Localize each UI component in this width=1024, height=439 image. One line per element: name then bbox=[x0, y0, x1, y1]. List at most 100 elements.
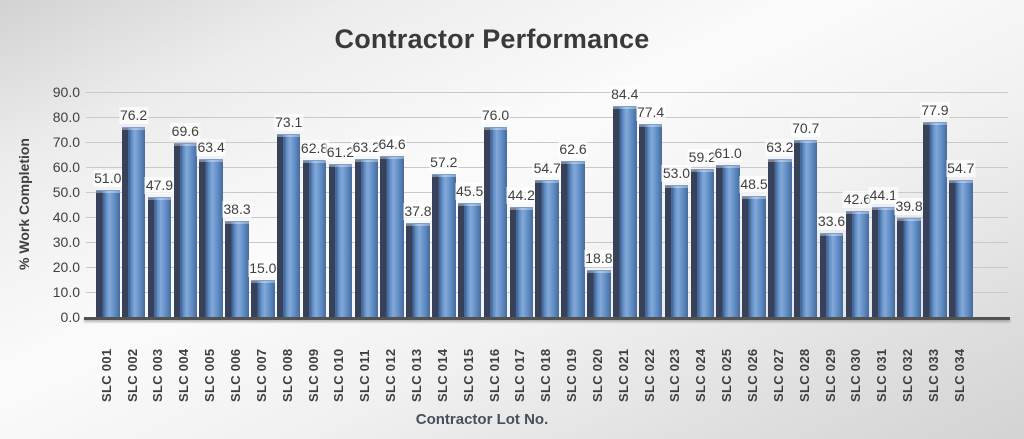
bar bbox=[121, 126, 146, 318]
bar bbox=[819, 233, 844, 318]
bar bbox=[173, 143, 198, 318]
bar bbox=[613, 106, 637, 318]
y-tick-label: 30.0 bbox=[52, 234, 80, 250]
y-tick-label: 70.0 bbox=[52, 134, 80, 150]
bar bbox=[535, 180, 559, 318]
x-tick-label: SLC 012 bbox=[383, 348, 399, 402]
x-tick-label: SLC 032 bbox=[900, 348, 916, 402]
bar bbox=[328, 164, 353, 318]
bar bbox=[147, 197, 172, 318]
bar-value-label: 64.6 bbox=[377, 135, 407, 153]
x-tick-label: SLC 028 bbox=[796, 348, 812, 402]
bar-value-label: 48.5 bbox=[739, 175, 769, 193]
y-tick-label: 40.0 bbox=[52, 209, 80, 225]
bar bbox=[716, 164, 740, 318]
bar-value-label: 59.2 bbox=[687, 149, 717, 166]
x-tick-label: SLC 008 bbox=[279, 348, 295, 402]
chart-title: Contractor Performance bbox=[334, 24, 650, 54]
bar-value-label: 77.4 bbox=[635, 103, 666, 121]
bar-value-label: 18.8 bbox=[584, 250, 614, 267]
y-tick-label: 90.0 bbox=[52, 84, 80, 100]
x-tick-label: SLC 021 bbox=[615, 348, 631, 402]
bar bbox=[845, 210, 870, 318]
bar bbox=[225, 221, 249, 318]
x-tick-label: SLC 016 bbox=[486, 348, 502, 402]
x-tick-label: SLC 024 bbox=[693, 348, 709, 402]
bar bbox=[768, 159, 792, 318]
bar-value-label: 15.0 bbox=[248, 259, 278, 277]
y-tick-label: 50.0 bbox=[52, 184, 80, 200]
bar bbox=[690, 169, 715, 318]
bar-value-label: 63.2 bbox=[765, 139, 795, 156]
bar bbox=[354, 159, 378, 318]
x-tick-label: SLC 033 bbox=[925, 348, 941, 402]
x-axis-line bbox=[84, 317, 1010, 320]
x-tick-label: SLC 010 bbox=[331, 348, 347, 402]
x-tick-label: SLC 014 bbox=[434, 348, 450, 402]
x-tick-label: SLC 017 bbox=[512, 348, 528, 402]
bar bbox=[897, 217, 921, 318]
bar-value-label: 73.1 bbox=[274, 114, 304, 132]
bar bbox=[199, 158, 223, 318]
bar-value-label: 45.5 bbox=[455, 183, 485, 201]
x-tick-label: SLC 034 bbox=[951, 348, 967, 402]
x-tick-label: SLC 020 bbox=[589, 348, 605, 402]
x-tick-label: SLC 018 bbox=[538, 348, 554, 402]
bar-value-label: 61.2 bbox=[325, 144, 356, 161]
x-tick-label: SLC 025 bbox=[719, 348, 735, 402]
bar-value-label: 62.8 bbox=[299, 140, 330, 157]
x-tick-label: SLC 026 bbox=[745, 348, 760, 402]
bar bbox=[793, 140, 818, 318]
bar-value-label: 39.8 bbox=[894, 197, 924, 215]
x-tick-label: SLC 023 bbox=[667, 348, 683, 402]
y-tick-label: 20.0 bbox=[52, 259, 80, 275]
bar-value-label: 70.7 bbox=[791, 120, 821, 138]
bar-value-label: 63.2 bbox=[351, 139, 381, 156]
bar-value-label: 44.1 bbox=[868, 186, 898, 204]
bar-value-label: 44.2 bbox=[506, 186, 536, 204]
y-tick-label: 60.0 bbox=[52, 159, 80, 175]
x-tick-label: SLC 007 bbox=[253, 348, 269, 402]
bar-value-label: 84.4 bbox=[610, 86, 640, 103]
bar bbox=[949, 180, 973, 318]
bar-value-label: 37.8 bbox=[403, 202, 433, 220]
y-tick-label: 80.0 bbox=[52, 109, 80, 125]
bar bbox=[457, 203, 482, 318]
bar-value-label: 42.6 bbox=[842, 190, 873, 208]
bar-value-label: 77.9 bbox=[920, 102, 950, 120]
bar-value-label: 69.6 bbox=[170, 123, 200, 140]
bar-value-label: 76.0 bbox=[480, 107, 511, 124]
x-tick-label: SLC 013 bbox=[408, 348, 424, 402]
x-tick-label: SLC 009 bbox=[305, 348, 321, 402]
x-tick-label: SLC 015 bbox=[460, 348, 476, 402]
bar-value-label: 57.2 bbox=[429, 154, 459, 171]
bar bbox=[432, 174, 456, 318]
bar-value-label: 76.2 bbox=[118, 106, 149, 124]
y-tick-label: 0.0 bbox=[60, 309, 80, 325]
bar bbox=[871, 206, 895, 318]
y-tick-label: 10.0 bbox=[52, 284, 80, 300]
bar-value-label: 51.0 bbox=[93, 169, 123, 187]
x-axis-title: Contractor Lot No. bbox=[415, 411, 549, 428]
bar bbox=[96, 189, 120, 318]
x-tick-label: SLC 003 bbox=[150, 348, 166, 402]
bar-value-label: 54.7 bbox=[532, 160, 562, 178]
x-tick-label: SLC 004 bbox=[176, 348, 192, 402]
bar bbox=[509, 206, 534, 318]
bar-value-label: 33.6 bbox=[816, 213, 847, 230]
bar-value-label: 63.4 bbox=[196, 138, 226, 156]
bar bbox=[923, 122, 947, 318]
bar bbox=[302, 160, 327, 318]
bar bbox=[483, 127, 508, 318]
x-tick-label: SLC 001 bbox=[98, 348, 114, 402]
bar-value-label: 61.0 bbox=[713, 144, 743, 162]
x-tick-label: SLC 027 bbox=[770, 348, 786, 402]
gridline bbox=[86, 117, 1008, 118]
bar bbox=[742, 195, 766, 318]
bar-value-label: 53.0 bbox=[661, 164, 692, 182]
x-tick-label: SLC 005 bbox=[202, 348, 218, 402]
bar bbox=[664, 184, 689, 318]
x-tick-label: SLC 030 bbox=[848, 348, 864, 402]
bar bbox=[251, 279, 275, 318]
